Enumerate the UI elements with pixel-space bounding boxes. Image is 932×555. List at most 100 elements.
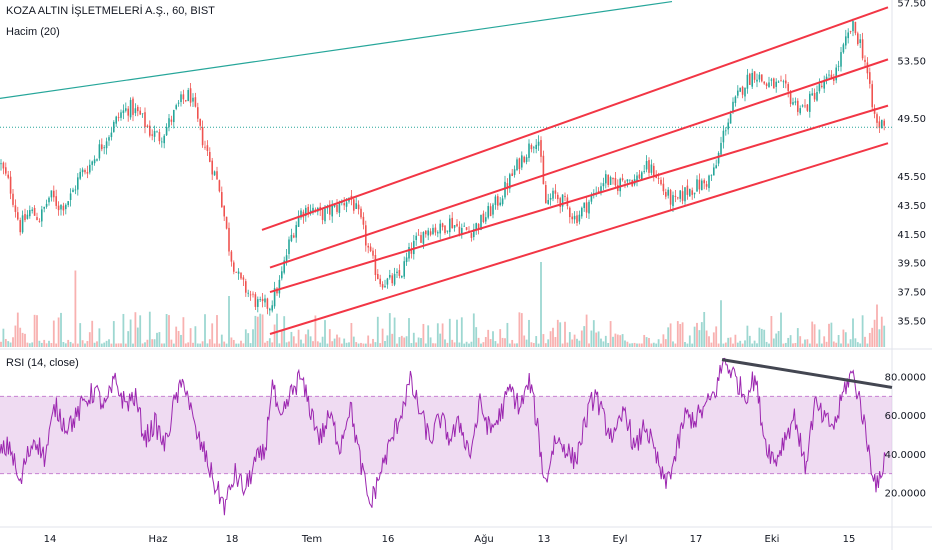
channel-3[interactable] — [269, 104, 889, 294]
volume-bar — [139, 315, 142, 347]
volume-bar — [213, 343, 216, 347]
candle-body — [331, 206, 333, 217]
volume-bar — [429, 337, 432, 347]
volume-bar — [103, 342, 106, 347]
time-tick-label: 14 — [44, 534, 57, 545]
symbol-title[interactable]: KOZA ALTIN İŞLETMELERİ A.Ş., 60, BIST — [6, 5, 215, 17]
candle-body — [389, 274, 391, 278]
volume-bar — [487, 329, 490, 347]
volume-bar — [801, 343, 804, 347]
candle-body — [379, 278, 381, 285]
candle-body — [398, 270, 401, 276]
candle-body — [564, 196, 566, 197]
candle-body — [115, 116, 117, 124]
candle-body — [792, 102, 794, 105]
volume-bar — [184, 343, 187, 347]
candle-body — [674, 195, 677, 197]
volume-bar — [295, 343, 298, 347]
candle-body — [384, 285, 386, 288]
rsi-divergence-line[interactable] — [721, 358, 893, 389]
candle-body — [391, 275, 393, 284]
price-tick-label: 45.50 — [897, 172, 926, 183]
volume-bar — [859, 343, 862, 347]
candle-body — [501, 198, 504, 205]
volume-bar — [432, 343, 434, 347]
channel-2[interactable] — [269, 58, 889, 269]
volume-bar — [86, 341, 89, 347]
volume-bar — [201, 341, 204, 347]
volume-bar — [60, 312, 62, 347]
candle-body — [809, 93, 811, 112]
volume-bar — [316, 341, 319, 347]
volume-bar — [513, 343, 516, 347]
volume-bar — [549, 331, 552, 347]
candle-body — [175, 105, 177, 109]
candle-body — [672, 195, 674, 207]
volume-bar — [324, 320, 326, 347]
volume-bar — [2, 328, 5, 347]
candle-body — [732, 101, 734, 113]
candle-body — [794, 101, 797, 103]
volume-bar — [600, 338, 602, 347]
volume-legend[interactable]: Hacim (20) — [6, 26, 60, 38]
volume-bar — [628, 343, 631, 347]
trendlines[interactable] — [0, 0, 892, 335]
volume-bar — [616, 334, 619, 347]
candle-body — [72, 189, 74, 193]
volume-bar — [693, 326, 696, 347]
channel-1[interactable] — [261, 6, 889, 231]
candle-body — [96, 159, 98, 161]
volume-bar — [612, 336, 614, 347]
volume-bar — [780, 312, 782, 347]
candle-body — [420, 235, 422, 243]
candle-body — [269, 308, 271, 311]
candle-body — [2, 162, 5, 169]
volume-bar — [621, 334, 624, 347]
candle-body — [571, 216, 573, 220]
candle-body — [857, 33, 859, 45]
candle-body — [638, 174, 641, 179]
volume-bar — [108, 339, 110, 347]
volume-bar — [607, 342, 610, 347]
volume-bar — [256, 316, 259, 347]
candle-body — [864, 59, 866, 62]
candle-body — [0, 163, 2, 165]
volume-bar — [520, 313, 523, 347]
candle-body — [84, 170, 86, 173]
candle-body — [377, 273, 379, 280]
candle-body — [153, 131, 156, 137]
volume-bar — [631, 343, 634, 347]
candle-body — [151, 134, 153, 136]
volume-bar — [333, 338, 336, 347]
candle-body — [785, 80, 787, 84]
channel-4[interactable] — [269, 142, 889, 335]
candle-body — [429, 231, 432, 235]
volume-bar — [196, 343, 199, 347]
candle-body — [105, 141, 108, 149]
volume-bar — [129, 319, 132, 347]
volume-bar — [163, 343, 166, 347]
rsi-legend[interactable]: RSI (14, close) — [6, 357, 79, 369]
time-tick-label: 18 — [226, 534, 239, 545]
time-tick-label: 13 — [538, 534, 551, 545]
price-tick-label: 39.50 — [897, 259, 926, 270]
volume-bar — [115, 343, 118, 347]
volume-bar — [187, 342, 190, 347]
volume-bar — [496, 343, 499, 347]
candle-body — [746, 74, 749, 89]
candle-body — [374, 255, 377, 276]
candle-body — [69, 193, 72, 200]
candle-body — [417, 234, 420, 236]
candle-body — [81, 169, 84, 173]
volume-bar — [561, 343, 564, 347]
volume-bar — [364, 343, 367, 347]
volume-bar — [772, 338, 775, 347]
volume-bar — [844, 332, 847, 347]
volume-bar — [12, 337, 14, 347]
candle-body — [283, 260, 285, 273]
teal-line[interactable] — [0, 0, 673, 99]
candle-body — [410, 248, 413, 254]
candle-body — [439, 223, 441, 234]
